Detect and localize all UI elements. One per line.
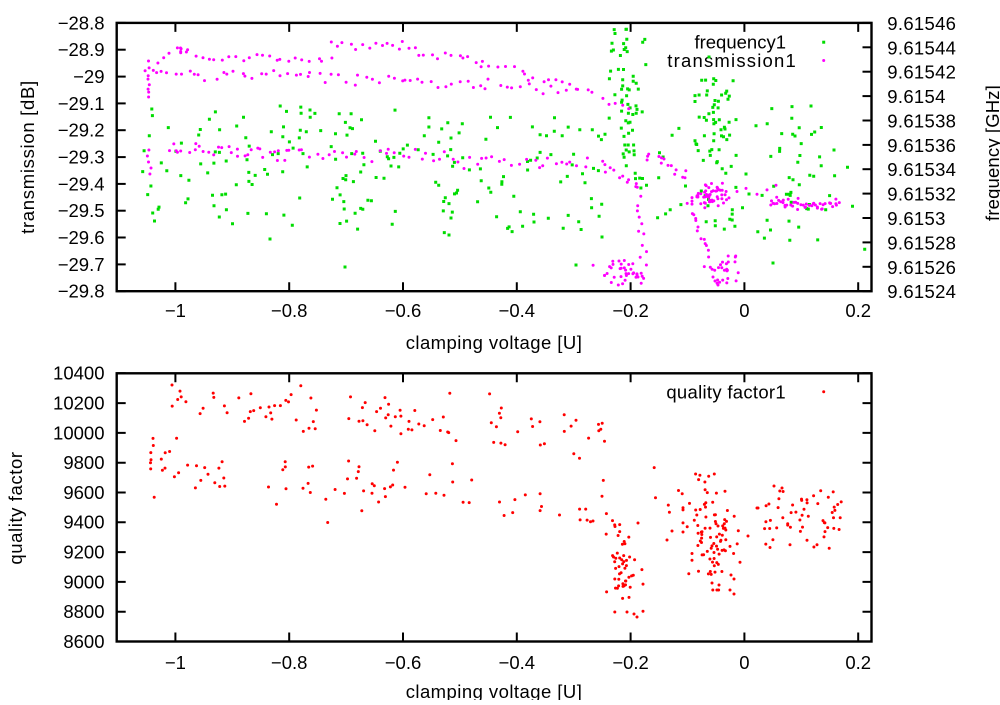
svg-text:8800: 8800 — [63, 601, 104, 622]
svg-text:9.61526: 9.61526 — [887, 257, 956, 278]
svg-text:0.2: 0.2 — [845, 652, 871, 673]
svg-text:9.61538: 9.61538 — [887, 111, 956, 132]
svg-text:−0.4: −0.4 — [499, 652, 536, 673]
svg-text:9.61532: 9.61532 — [887, 184, 956, 205]
svg-text:−0.8: −0.8 — [271, 652, 308, 673]
svg-text:−29.8: −29.8 — [58, 281, 105, 302]
svg-text:−29.5: −29.5 — [58, 200, 105, 221]
svg-text:9600: 9600 — [63, 482, 104, 503]
svg-text:9200: 9200 — [63, 542, 104, 563]
svg-text:9.61536: 9.61536 — [887, 135, 956, 156]
svg-text:−29.3: −29.3 — [58, 147, 105, 168]
svg-text:9.6154: 9.6154 — [887, 86, 945, 107]
svg-text:9.61524: 9.61524 — [887, 281, 956, 302]
svg-text:−29.6: −29.6 — [58, 227, 105, 248]
svg-text:frequency1: frequency1 — [694, 32, 786, 53]
svg-text:8600: 8600 — [63, 631, 104, 652]
svg-text:−0.2: −0.2 — [612, 300, 649, 321]
svg-text:clamping voltage [U]: clamping voltage [U] — [406, 332, 583, 353]
svg-text:quality factor: quality factor — [5, 451, 26, 564]
svg-text:−0.4: −0.4 — [499, 300, 536, 321]
svg-text:−0.2: −0.2 — [612, 652, 649, 673]
svg-text:−29.4: −29.4 — [58, 173, 105, 194]
svg-text:transmission1: transmission1 — [667, 50, 797, 71]
svg-text:−28.9: −28.9 — [58, 39, 105, 60]
svg-text:−29: −29 — [73, 66, 104, 87]
svg-text:−0.6: −0.6 — [385, 652, 422, 673]
svg-text:−0.6: −0.6 — [385, 300, 422, 321]
svg-text:9.61528: 9.61528 — [887, 232, 956, 253]
svg-text:−1: −1 — [165, 652, 186, 673]
svg-text:9000: 9000 — [63, 571, 104, 592]
svg-text:9.61546: 9.61546 — [887, 13, 956, 34]
svg-text:−1: −1 — [165, 300, 186, 321]
svg-text:quality factor1: quality factor1 — [666, 381, 786, 402]
svg-text:9.61544: 9.61544 — [887, 37, 956, 58]
svg-text:−29.7: −29.7 — [58, 254, 105, 275]
svg-text:0: 0 — [739, 652, 749, 673]
svg-text:frequency [GHz]: frequency [GHz] — [982, 85, 1000, 221]
svg-text:−29.1: −29.1 — [58, 93, 105, 114]
svg-text:clamping voltage [U]: clamping voltage [U] — [406, 681, 583, 700]
svg-text:−0.8: −0.8 — [271, 300, 308, 321]
svg-text:10400: 10400 — [53, 363, 104, 384]
svg-text:9.61534: 9.61534 — [887, 159, 956, 180]
svg-text:10000: 10000 — [53, 422, 104, 443]
svg-text:−29.2: −29.2 — [58, 120, 105, 141]
svg-text:9.6153: 9.6153 — [887, 208, 945, 229]
svg-text:9800: 9800 — [63, 452, 104, 473]
svg-text:0: 0 — [739, 300, 749, 321]
svg-text:9.61542: 9.61542 — [887, 62, 956, 83]
svg-text:−28.8: −28.8 — [58, 12, 105, 33]
svg-text:10200: 10200 — [53, 393, 104, 414]
svg-text:0.2: 0.2 — [845, 300, 871, 321]
svg-text:transmission [dB]: transmission [dB] — [17, 80, 38, 234]
svg-text:9400: 9400 — [63, 512, 104, 533]
